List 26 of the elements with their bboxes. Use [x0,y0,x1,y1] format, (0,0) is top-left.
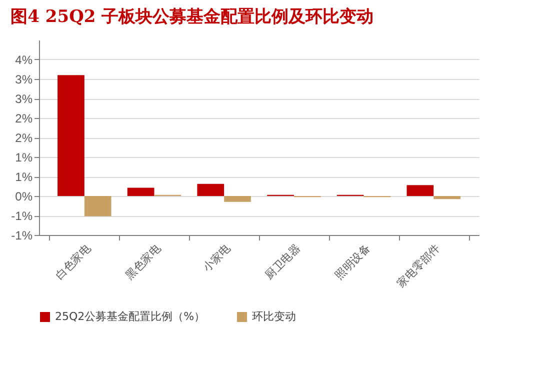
x-tick-label: 照明设备 [332,242,373,282]
chart-title: 图4 25Q2 子板块公募基金配置比例及环比变动 [10,7,374,27]
bar [84,196,112,216]
x-tick-label: 小家电 [200,242,234,274]
y-tick-label: 3% [15,92,33,106]
bar [58,75,84,196]
y-tick-label: -1% [11,209,33,223]
y-tick-label: 1% [15,150,33,164]
legend-label: 25Q2公募基金配置比例（%） [55,310,206,323]
y-tick-label: 4% [15,53,33,67]
y-tick-label: 1% [15,170,33,184]
bar [197,184,224,196]
y-tick-label: -1% [11,228,33,242]
bar [406,185,434,196]
bar [224,196,251,202]
x-tick-label: 厨卫电器 [262,242,303,282]
y-tick-label: 2% [15,131,33,145]
bar [434,196,460,200]
legend-label: 环比变动 [252,310,296,323]
x-tick-label: 白色家电 [53,242,94,282]
x-tick-label: 家电零部件 [394,242,443,290]
bar [127,188,154,196]
y-tick-label: 3% [15,72,33,86]
y-tick-label: 0% [15,190,33,204]
x-tick-label: 黑色家电 [122,242,164,282]
y-tick-label: 2% [15,112,33,126]
